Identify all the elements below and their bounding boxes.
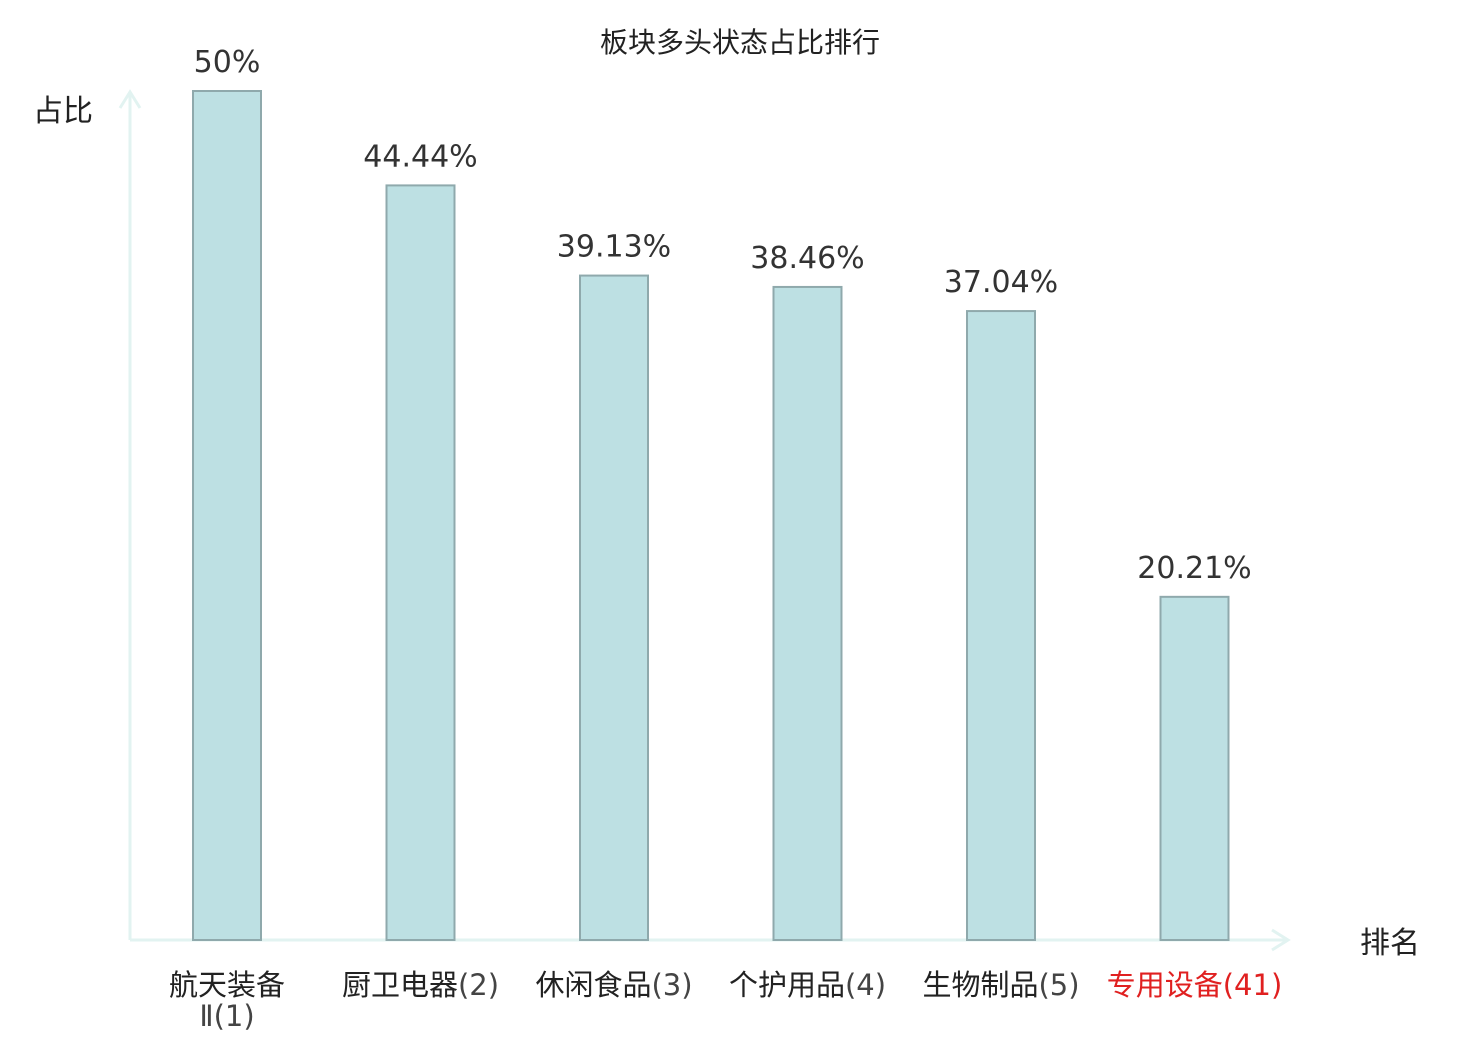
bar-1 bbox=[192, 90, 262, 941]
bar-3 bbox=[579, 274, 649, 942]
value-label-2: 44.44% bbox=[363, 139, 477, 174]
bar-4 bbox=[772, 285, 843, 941]
bar-5 bbox=[966, 310, 1036, 941]
value-label-6: 20.21% bbox=[1137, 551, 1251, 586]
bar-6 bbox=[1159, 595, 1230, 942]
chart-title: 板块多头状态占比排行 bbox=[600, 26, 880, 59]
bars-group bbox=[192, 90, 1230, 942]
category-label-5: 生物制品(5) bbox=[922, 968, 1079, 1002]
category-label-2: 厨卫电器(2) bbox=[342, 968, 499, 1002]
category-label-3: 休闲食品(3) bbox=[535, 968, 692, 1002]
value-label-3: 39.13% bbox=[557, 230, 671, 265]
category-label-6: 专用设备(41) bbox=[1107, 968, 1283, 1002]
category-labels-group: 航天装备 Ⅱ(1) 厨卫电器(2) 休闲食品(3) 个护用品(4) 生物制品(5) 专用设备… bbox=[169, 968, 1282, 1033]
value-label-4: 38.46% bbox=[750, 241, 864, 276]
value-label-1: 50% bbox=[194, 45, 261, 80]
value-labels-group: 50% 44.44% 39.13% 38.46% 37.04% 20.21% bbox=[194, 45, 1252, 586]
y-axis-arrowhead bbox=[118, 89, 142, 109]
axes bbox=[118, 89, 1291, 952]
value-label-5: 37.04% bbox=[944, 265, 1058, 300]
x-axis-label: 排名 bbox=[1360, 926, 1420, 961]
category-label-4: 个护用品(4) bbox=[729, 968, 886, 1002]
category-label-1: 航天装备 Ⅱ(1) bbox=[169, 968, 285, 1033]
y-axis-label: 占比 bbox=[33, 94, 93, 129]
bar-2 bbox=[385, 184, 456, 941]
x-axis-arrowhead bbox=[1271, 928, 1291, 952]
